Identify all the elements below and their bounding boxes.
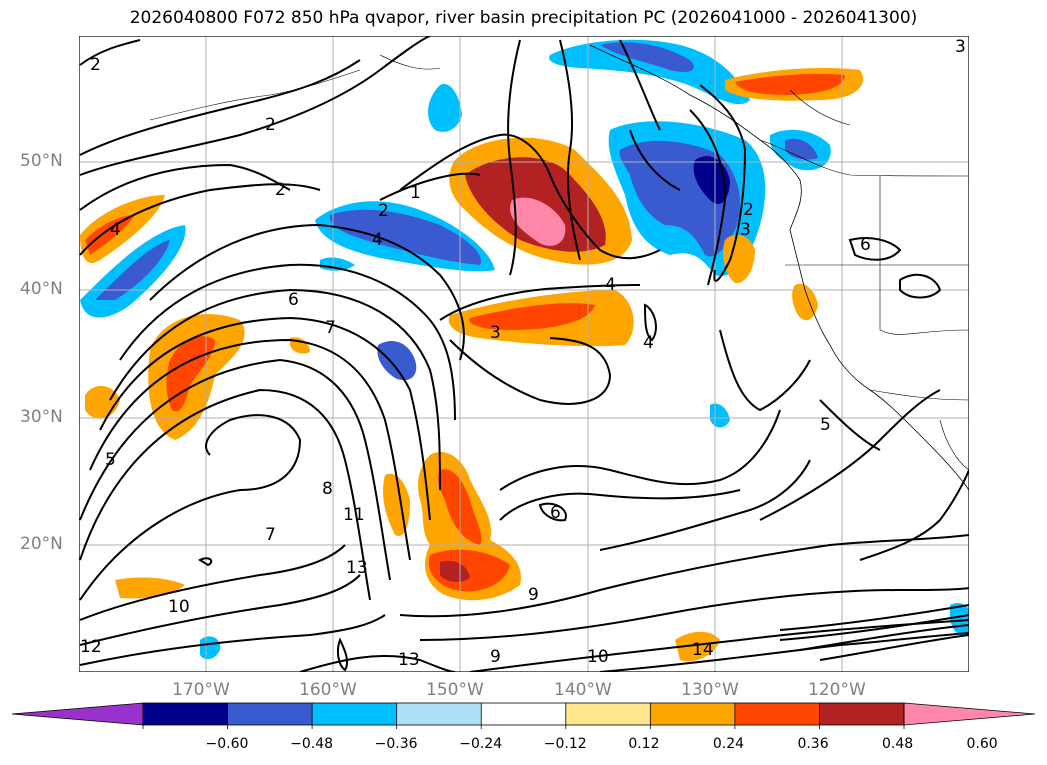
- contour-labels: 2 2 2 2 2 3 1 3 3 4 4 4 4 5 5 6 6 6 7 7 …: [80, 37, 966, 670]
- lon-label: 160°W: [299, 680, 357, 700]
- contour-label: 6: [288, 290, 299, 310]
- colorbar-extend-max: [903, 702, 1036, 726]
- contour-label: 4: [110, 220, 121, 240]
- lon-label: 130°W: [681, 680, 739, 700]
- lat-label: 50°N: [20, 151, 63, 171]
- qvapor-contours: [79, 36, 969, 672]
- map-plot-area: 2 2 2 2 2 3 1 3 3 4 4 4 4 5 5 6 6 6 7 7 …: [79, 36, 969, 672]
- lat-label: 20°N: [20, 534, 63, 554]
- contour-label: 2: [743, 200, 754, 220]
- contour-label: 14: [692, 640, 714, 660]
- colorbar-tick-label: 0.36: [797, 736, 829, 752]
- colorbar-tick-label: −0.24: [459, 736, 503, 752]
- contour-label: 12: [80, 637, 102, 657]
- colorbar-tick-label: −0.60: [205, 736, 249, 752]
- colorbar-tick-label: 0.48: [882, 736, 914, 752]
- contour-label: 13: [346, 558, 368, 578]
- colorbar-box: [396, 703, 482, 725]
- colorbar-boxes: [143, 703, 905, 725]
- contour-label: 9: [490, 647, 501, 667]
- colorbar-box: [481, 703, 567, 725]
- colorbar-ticks: [142, 703, 905, 729]
- contour-label: 1: [410, 183, 421, 203]
- contour-label: 7: [325, 318, 336, 338]
- colorbar-tick-label: −0.12: [543, 736, 587, 752]
- colorbar-tick-label: 0.24: [712, 736, 745, 752]
- colorbar: [11, 702, 1036, 729]
- colorbar-box: [650, 703, 736, 725]
- colorbar-box: [565, 703, 651, 725]
- map-title: 2026040800 F072 850 hPa qvapor, river ba…: [129, 8, 918, 28]
- coastlines: [149, 44, 969, 491]
- contour-label: 10: [168, 597, 190, 617]
- colorbar-tick-label: 0.12: [628, 736, 660, 752]
- contour-label: 13: [398, 650, 420, 670]
- colorbar-tick-label: −0.48: [290, 736, 334, 752]
- contour-label: 4: [643, 333, 654, 353]
- colorbar-box: [819, 703, 905, 725]
- colorbar-tick-label: 0.60: [966, 736, 998, 752]
- contour-label: 3: [490, 323, 501, 343]
- contour-label: 3: [955, 37, 966, 57]
- contour-label: 10: [587, 647, 609, 667]
- colorbar-extend-min: [11, 702, 144, 726]
- contour-label: 2: [90, 55, 101, 75]
- colorbar-box: [312, 703, 398, 725]
- colorbar-tick-label: −0.36: [374, 736, 418, 752]
- lat-label: 40°N: [20, 279, 63, 299]
- contour-label: 6: [860, 235, 871, 255]
- contour-label: 7: [265, 525, 276, 545]
- lat-label: 30°N: [20, 407, 63, 427]
- lon-label: 150°W: [426, 680, 484, 700]
- contour-label: 2: [275, 180, 286, 200]
- contour-label: 5: [105, 450, 116, 470]
- contour-label: 2: [378, 201, 389, 221]
- contour-label: 9: [528, 585, 539, 605]
- contour-label: 4: [605, 275, 616, 295]
- contour-label: 5: [820, 415, 831, 435]
- graticule: [79, 36, 969, 672]
- contour-label: 3: [740, 220, 751, 240]
- colorbar-box: [734, 703, 820, 725]
- contour-label: 6: [550, 503, 561, 523]
- shaded-anomalies: [80, 39, 969, 662]
- lon-label: 170°W: [172, 680, 230, 700]
- lon-label: 140°W: [554, 680, 612, 700]
- contour-label: 8: [322, 479, 333, 499]
- contour-label: 11: [343, 505, 365, 525]
- colorbar-box: [143, 703, 229, 725]
- contour-label: 2: [265, 115, 276, 135]
- lon-label: 120°W: [808, 680, 866, 700]
- colorbar-box: [227, 703, 313, 725]
- contour-label: 4: [372, 230, 383, 250]
